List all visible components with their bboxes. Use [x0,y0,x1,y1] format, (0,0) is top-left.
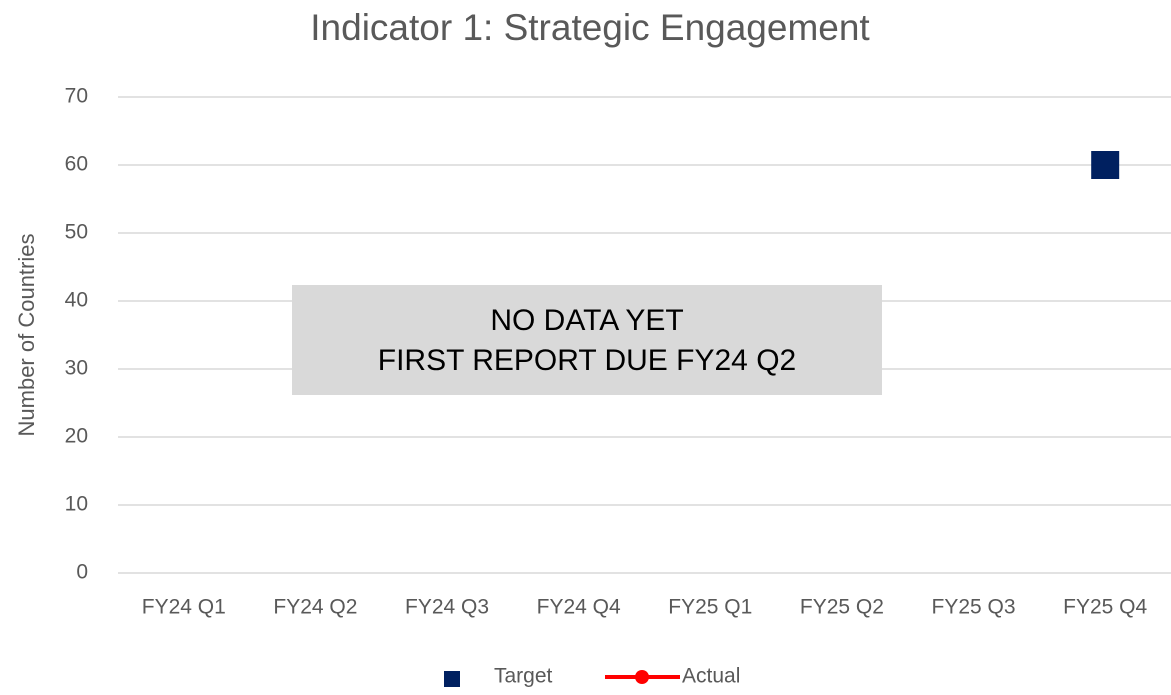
chart-title: Indicator 1: Strategic Engagement [310,7,870,48]
y-tick-label: 20 [65,425,88,448]
x-tick-label: FY25 Q4 [1063,596,1147,619]
legend-marker [635,670,649,684]
y-tick-label: 10 [65,493,88,516]
x-tick-label: FY24 Q1 [142,596,226,619]
x-tick-label: FY25 Q1 [668,596,752,619]
legend-label: Target [494,665,553,688]
y-axis-label: Number of Countries [14,234,39,437]
x-tick-label: FY25 Q3 [932,596,1016,619]
annotation: FIRST REPORT DUE FY24 Q2 [378,344,796,377]
legend-marker [444,671,460,687]
y-tick-label: 40 [65,289,88,312]
y-tick-label: 70 [65,85,88,108]
annotation-box [292,285,882,395]
annotation: NO DATA YET [490,304,683,337]
x-tick-label: FY24 Q4 [537,596,621,619]
x-tick-label: FY25 Q2 [800,596,884,619]
marker [1091,151,1120,179]
x-tick-label: FY24 Q2 [273,596,357,619]
y-tick-label: 30 [65,357,88,380]
y-tick-label: 50 [65,221,88,244]
y-tick-label: 60 [65,153,88,176]
x-tick-label: FY24 Q3 [405,596,489,619]
y-tick-label: 0 [76,561,88,584]
legend-label: Actual [682,665,740,688]
